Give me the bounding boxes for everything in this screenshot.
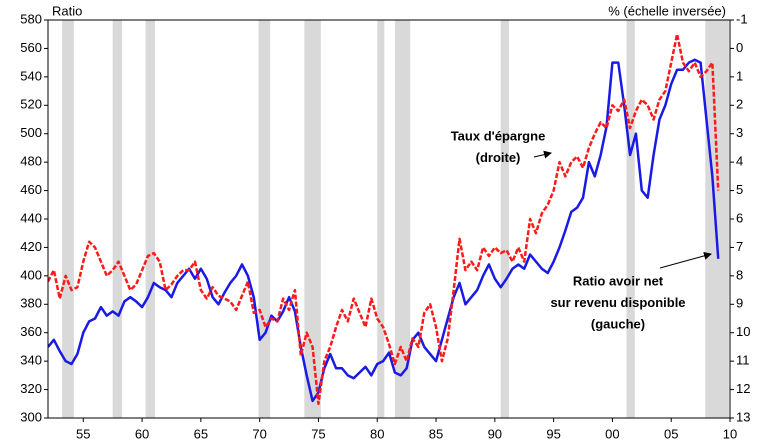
x-tick-label: 70	[252, 426, 266, 441]
lines	[48, 32, 720, 406]
y2-tick-label: 9	[736, 296, 743, 311]
x-tick-label: 00	[605, 426, 619, 441]
recession-band	[377, 20, 385, 418]
y-tick-label: 540	[20, 68, 42, 83]
recession-bands	[62, 20, 729, 418]
y-tick-label: 480	[20, 154, 42, 169]
recession-band	[626, 20, 635, 418]
y-tick-label: 420	[20, 239, 42, 254]
x-tick-label: 95	[546, 426, 560, 441]
y2-tick-label: 1	[736, 68, 743, 83]
y-tick-label: 300	[20, 409, 42, 424]
annotation: Taux d'épargne	[451, 128, 546, 143]
y2-tick-label: 5	[736, 182, 743, 197]
recession-band	[304, 20, 321, 418]
annotation: (gauche)	[591, 316, 645, 331]
x-tick-label: 60	[135, 426, 149, 441]
y-tick-label: 440	[20, 210, 42, 225]
y2-axis-label: % (échelle inversée)	[608, 3, 726, 18]
y2-tick-label: 7	[736, 239, 743, 254]
x-tick-label: 90	[488, 426, 502, 441]
recession-band	[258, 20, 271, 418]
y-tick-label: 320	[20, 381, 42, 396]
x-tick-label: 85	[429, 426, 443, 441]
y-tick-label: 360	[20, 324, 42, 339]
y-axis-label: Ratio	[52, 3, 82, 18]
y-tick-label: 500	[20, 125, 42, 140]
x-tick-label: 05	[664, 426, 678, 441]
y2-tick-label: 8	[736, 267, 743, 282]
annotation: (droite)	[476, 150, 521, 165]
annotation-arrow	[533, 150, 552, 159]
recession-band	[112, 20, 123, 418]
y2-tick-label: -1	[736, 11, 748, 26]
y2-tick-label: 6	[736, 210, 743, 225]
annotation: Ratio avoir net	[573, 273, 664, 288]
y-tick-label: 580	[20, 11, 42, 26]
y2-tick-label: 2	[736, 97, 743, 112]
y2-tick-label: 11	[736, 353, 750, 368]
y-tick-label: 520	[20, 97, 42, 112]
y2-tick-label: 12	[736, 381, 750, 396]
y-tick-label: 560	[20, 40, 42, 55]
recession-band	[145, 20, 156, 418]
annotation-arrow	[659, 251, 712, 269]
y2-tick-label: 3	[736, 125, 743, 140]
y-tick-label: 400	[20, 267, 42, 282]
y2-tick-label: 13	[736, 409, 750, 424]
recession-band	[705, 20, 729, 418]
y2-tick-label: 0	[736, 40, 743, 55]
y-tick-label: 340	[20, 353, 42, 368]
y-tick-label: 380	[20, 296, 42, 311]
annotation: sur revenu disponible	[550, 295, 685, 310]
x-tick-label: 65	[194, 426, 208, 441]
x-tick-label: 80	[370, 426, 384, 441]
recession-band	[62, 20, 74, 418]
y2-tick-label: 10	[736, 324, 750, 339]
recession-band	[394, 20, 411, 418]
x-tick-label: 75	[311, 426, 325, 441]
series-line	[48, 32, 720, 406]
x-tick-label: 55	[76, 426, 90, 441]
y-tick-label: 460	[20, 182, 42, 197]
x-tick-label: 10	[723, 426, 737, 441]
y2-tick-label: 4	[736, 154, 743, 169]
recession-band	[500, 20, 509, 418]
